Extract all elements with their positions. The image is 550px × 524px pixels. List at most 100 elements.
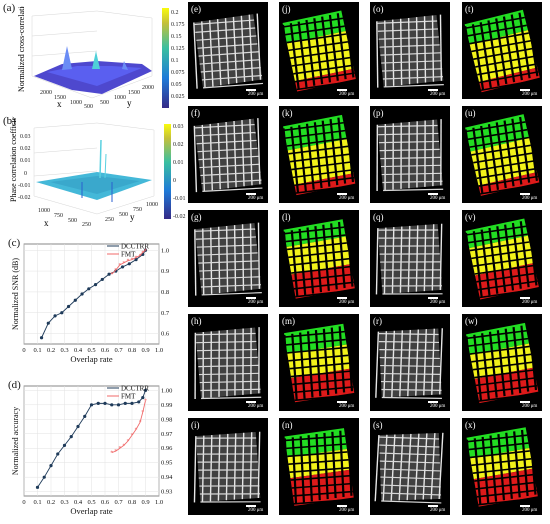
- panel-a-ytick: 2000: [142, 85, 154, 91]
- lattice-body: [376, 14, 444, 88]
- strut: [380, 261, 441, 263]
- strut: [431, 224, 435, 291]
- strut: [258, 327, 260, 394]
- scale-bar-text: 200 μm: [522, 196, 538, 201]
- reconstruction-tile: (r) 200 μm: [370, 314, 450, 411]
- strut: [475, 55, 535, 68]
- lattice-image: [282, 114, 356, 196]
- strut: [257, 222, 261, 289]
- strut: [200, 501, 261, 503]
- lattice-body: [282, 219, 356, 299]
- panel-a-cbar-tick: 0.05: [171, 82, 182, 88]
- strut: [381, 60, 442, 64]
- strut: [241, 224, 245, 291]
- strut: [504, 328, 514, 395]
- strut: [378, 132, 439, 136]
- scale-bar: [337, 297, 347, 299]
- reconstruction-tile: (s) 200 μm: [370, 418, 450, 515]
- color-band: [291, 368, 355, 403]
- chart-c-snr: 0 0.1 0.2 0.3 0.4 0.5 0.6 0.7 0.8 0.9 1.0 0.6 0.7 0.8…: [8, 237, 170, 364]
- data-point: [100, 277, 104, 282]
- x-tick-label: 0.6: [101, 499, 110, 506]
- strut: [298, 228, 307, 296]
- strut: [383, 84, 444, 88]
- panel-b-ytick: 750: [133, 207, 142, 213]
- strut: [283, 335, 290, 402]
- strut: [465, 336, 475, 403]
- strut: [284, 330, 345, 338]
- strut: [198, 260, 259, 264]
- data-point: [83, 414, 87, 418]
- data-point: *: [110, 272, 113, 278]
- x-tick-label: 0.9: [141, 347, 149, 354]
- strut: [502, 16, 516, 83]
- panel-a-cbar-tick: 0.025: [171, 94, 185, 100]
- x-tick-label: 0.1: [33, 347, 41, 354]
- strut: [472, 256, 533, 267]
- data-point: *: [131, 258, 134, 264]
- strut: [488, 331, 498, 398]
- strut: [321, 16, 332, 83]
- lattice-body: [193, 118, 263, 193]
- lattice-body: [465, 427, 539, 507]
- strut: [415, 225, 419, 292]
- reconstruction-tile: (e) 200 μm: [188, 2, 268, 99]
- x-tick-label: 1.0: [155, 499, 163, 506]
- panel-a-xtick: 1500: [54, 95, 66, 101]
- data-point: *: [131, 433, 134, 439]
- strut: [379, 444, 440, 448]
- lattice-image: [283, 428, 355, 506]
- strut: [293, 386, 354, 394]
- y-tick-label: 0.94: [161, 474, 173, 481]
- strut: [440, 119, 442, 186]
- lattice-body: [281, 10, 357, 92]
- data-point: *: [139, 253, 142, 259]
- data-point: [87, 287, 91, 291]
- panel-a-ytick: 1500: [128, 90, 140, 96]
- strut: [479, 22, 492, 88]
- strut: [322, 224, 330, 291]
- data-point: [42, 475, 46, 479]
- x-tick-label: 0.8: [128, 499, 136, 506]
- strut: [289, 48, 350, 59]
- lattice-image: [376, 119, 444, 192]
- data-point: [103, 401, 107, 405]
- scale-bar-text: 200 μm: [430, 300, 446, 305]
- strut: [431, 15, 435, 82]
- data-point: [143, 388, 148, 392]
- scale-bar: [520, 89, 530, 91]
- strut: [337, 221, 346, 289]
- strut: [380, 156, 441, 160]
- strut: [208, 20, 214, 87]
- y-axis-label: Normalized SNR (dB): [11, 258, 20, 330]
- strut: [380, 476, 441, 480]
- strut: [380, 364, 441, 368]
- strut: [487, 124, 500, 190]
- strut: [464, 26, 477, 92]
- strut: [526, 10, 539, 77]
- panel-b-cbar-tick: -0.02: [173, 214, 186, 220]
- strut: [285, 435, 346, 442]
- data-point: [134, 258, 138, 262]
- panel-b-cbar-tick: 0.02: [173, 142, 184, 148]
- strut: [240, 15, 246, 83]
- strut: [202, 187, 263, 193]
- strut: [195, 236, 256, 240]
- strut: [378, 237, 439, 239]
- panel-b-ytick: 250: [105, 217, 114, 223]
- strut: [503, 120, 515, 187]
- strut: [292, 169, 353, 179]
- tile-label: (s): [373, 420, 383, 430]
- strut: [293, 498, 355, 505]
- strut: [380, 372, 441, 376]
- strut: [321, 120, 331, 187]
- strut: [374, 435, 380, 502]
- x-tick-label: 0.2: [47, 347, 55, 354]
- strut: [294, 72, 355, 83]
- strut: [217, 226, 221, 294]
- scale-bar-text: 200 μm: [248, 92, 264, 97]
- x-tick-label: 0.4: [74, 499, 83, 506]
- y-tick-label: 0.97: [161, 431, 173, 438]
- data-point: *: [139, 420, 142, 426]
- lattice-image: [281, 10, 357, 92]
